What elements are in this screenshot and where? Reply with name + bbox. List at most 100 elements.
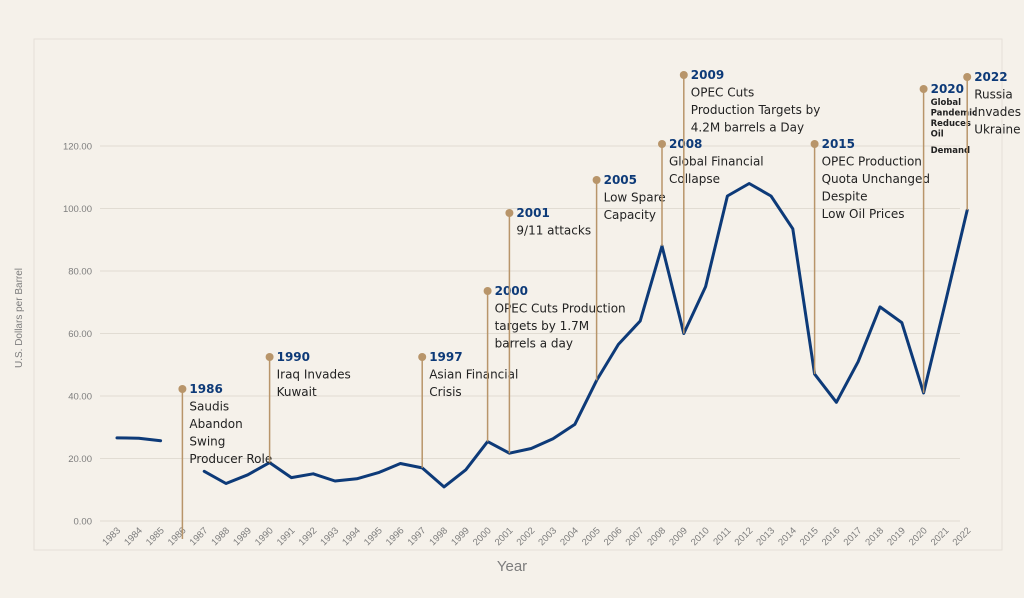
y-tick-label: 40.00 — [68, 392, 92, 403]
x-tick-label: 2003 — [536, 525, 559, 548]
x-tick-label: 1997 — [406, 525, 429, 548]
x-tick-label: 1989 — [231, 525, 254, 548]
annotation-text: Swing — [189, 435, 225, 449]
x-axis-title: Year — [497, 558, 527, 575]
series-line-segment — [202, 182, 969, 489]
annotation-text: Iraq Invades — [277, 368, 351, 382]
x-axis-ticks: 1983 1984 1985 1986 1987 1988 1989 1990 1991 1992… — [100, 525, 973, 548]
annotation-marker — [679, 71, 688, 79]
annotation-text: Capacity — [604, 208, 656, 222]
x-tick-label: 1994 — [340, 525, 363, 548]
annotation-text: Despite — [822, 190, 868, 204]
x-tick-label: 2011 — [711, 525, 733, 547]
x-tick-label: 2010 — [689, 525, 712, 548]
annotation-text: Ukraine — [974, 123, 1020, 137]
x-tick-label: 2000 — [471, 525, 494, 548]
annotation-text: Collapse — [669, 172, 720, 186]
y-tick-label: 80.00 — [68, 267, 92, 278]
annotation-marker — [178, 385, 187, 393]
x-tick-label: 2021 — [929, 525, 952, 548]
annotation-text: Oil — [931, 130, 944, 140]
annotation-year: 1997 — [429, 350, 462, 364]
annotation-marker — [658, 140, 666, 148]
y-tick-label: 100.00 — [63, 204, 92, 215]
x-tick-label: 1992 — [297, 525, 320, 548]
x-tick-label: 1991 — [275, 525, 298, 548]
annotation-text: OPEC Cuts — [691, 86, 754, 100]
annotation-text: Low Oil Prices — [822, 207, 905, 221]
annotation-marker — [418, 353, 427, 361]
x-tick-label: 1999 — [449, 525, 472, 548]
x-tick-label: 1990 — [253, 525, 276, 548]
annotation-year: 2000 — [495, 284, 528, 298]
x-tick-label: 1987 — [188, 525, 211, 548]
x-tick-label: 1995 — [362, 525, 385, 548]
annotation-marker — [592, 176, 601, 184]
annotation-text: Asian Financial — [429, 368, 518, 382]
price-series — [115, 182, 969, 489]
annotation-marker — [963, 73, 972, 81]
annotation-text: Low Spare — [604, 191, 666, 205]
annotation-text: Abandon — [189, 417, 242, 431]
x-tick-label: 1988 — [209, 525, 232, 548]
annotation-year: 2009 — [691, 68, 724, 82]
y-tick-label: 0.00 — [74, 517, 93, 528]
annotation-text: 9/11 attacks — [516, 224, 591, 238]
x-tick-label: 2016 — [820, 525, 843, 548]
x-tick-label: 2017 — [842, 525, 865, 548]
annotation-marker — [810, 140, 819, 148]
annotation-text: barrels a day — [495, 337, 573, 351]
annotation-text: Russia — [974, 88, 1013, 102]
annotation-year: 1990 — [277, 350, 310, 364]
x-tick-label: 2014 — [776, 525, 799, 548]
annotation-year: 2008 — [669, 137, 702, 151]
annotation-text: Demand — [931, 146, 971, 156]
annotation-text: Global Financial — [669, 155, 764, 169]
annotation-text: Crisis — [429, 385, 461, 399]
annotation-year: 1986 — [189, 382, 222, 396]
x-tick-label: 1985 — [144, 525, 167, 548]
series-line-segment — [115, 436, 163, 443]
y-tick-label: 120.00 — [63, 142, 92, 153]
x-tick-label: 1996 — [384, 525, 407, 548]
x-tick-label: 1986 — [166, 525, 189, 548]
annotation-text: Kuwait — [277, 385, 317, 399]
annotation-text: Production Targets by — [691, 103, 821, 117]
annotation-text: Global — [931, 98, 962, 108]
x-tick-label: 2022 — [951, 525, 974, 548]
annotation-marker — [265, 353, 274, 361]
y-axis-title: U.S. Dollars per Barrel — [14, 268, 25, 368]
annotation-text: Reduces — [931, 119, 971, 129]
annotation-year: 2022 — [974, 70, 1007, 84]
annotation-year: 2005 — [604, 173, 637, 187]
annotation-year: 2001 — [516, 206, 549, 220]
y-tick-label: 20.00 — [68, 454, 92, 465]
annotation-marker — [483, 287, 492, 295]
x-tick-label: 2006 — [602, 525, 625, 548]
x-tick-label: 2009 — [667, 525, 690, 548]
x-tick-label: 2012 — [733, 525, 756, 548]
annotation-text: Producer Role — [189, 452, 272, 466]
x-tick-label: 2004 — [558, 525, 581, 548]
x-tick-label: 2019 — [885, 525, 908, 548]
x-tick-label: 1984 — [122, 525, 145, 548]
annotation-marker — [919, 85, 928, 93]
x-tick-label: 2002 — [515, 525, 538, 548]
x-tick-label: 2015 — [798, 525, 821, 548]
x-tick-label: 2005 — [580, 525, 603, 548]
annotation-year: 2015 — [822, 137, 855, 151]
annotation-text: Pandemic — [931, 109, 977, 119]
annotation-text: Saudis — [189, 400, 229, 414]
annotation-marker — [505, 209, 514, 217]
event-annotations: 1986 Saudis Abandon Swing Producer Role 1990 I… — [178, 68, 1021, 539]
plot-frame — [33, 38, 1003, 551]
annotation-text: Invades — [974, 105, 1021, 119]
x-tick-label: 2001 — [493, 525, 516, 548]
annotation-text: targets by 1.7M — [495, 319, 590, 333]
annotation-text: Quota Unchanged — [822, 172, 930, 186]
x-tick-label: 2008 — [645, 525, 668, 548]
x-tick-label: 2013 — [754, 525, 777, 548]
y-tick-label: 60.00 — [68, 329, 92, 340]
x-tick-label: 1993 — [318, 525, 341, 548]
